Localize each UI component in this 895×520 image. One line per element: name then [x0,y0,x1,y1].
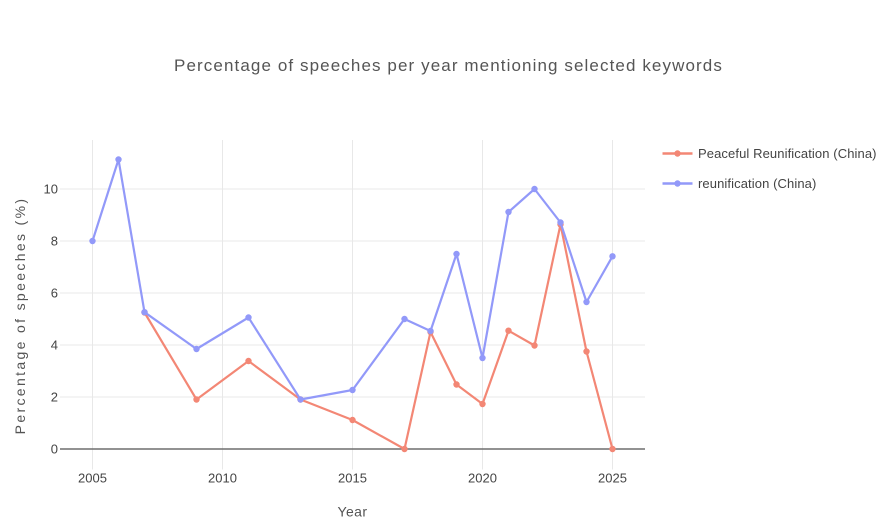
svg-text:2025: 2025 [598,471,627,486]
svg-text:0: 0 [51,442,58,457]
svg-text:Percentage of speeches (%): Percentage of speeches (%) [12,197,28,435]
svg-text:8: 8 [51,234,58,249]
svg-text:10: 10 [44,182,58,197]
svg-text:2015: 2015 [338,471,367,486]
svg-text:reunification (China): reunification (China) [698,176,816,191]
svg-text:2005: 2005 [78,471,107,486]
svg-text:Year: Year [338,504,368,520]
svg-text:6: 6 [51,286,58,301]
svg-text:Percentage of speeches per yea: Percentage of speeches per year mentioni… [174,56,723,75]
svg-text:2: 2 [51,390,58,405]
svg-text:2020: 2020 [468,471,497,486]
svg-text:2010: 2010 [208,471,237,486]
svg-text:Peaceful Reunification (China): Peaceful Reunification (China) [698,146,877,161]
svg-text:4: 4 [51,338,58,353]
